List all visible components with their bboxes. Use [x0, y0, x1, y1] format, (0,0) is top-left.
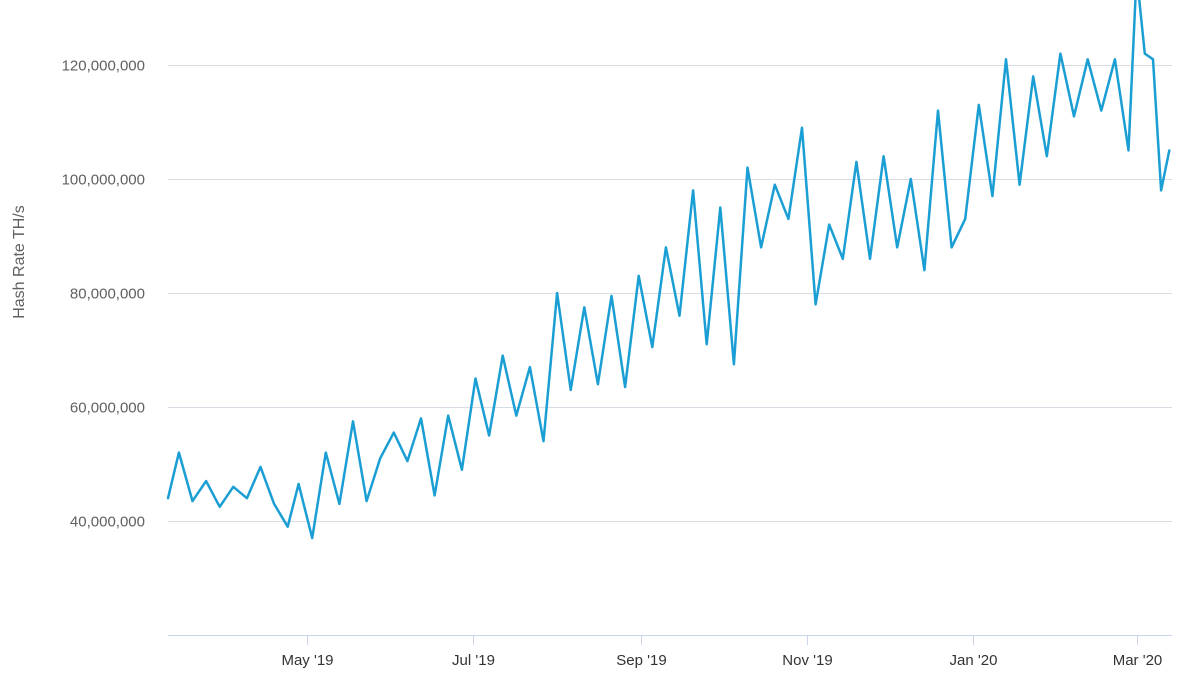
series: [166, 0, 1171, 540]
x-tick-label: Sep '19: [616, 652, 666, 669]
x-tick-label: Mar '20: [1113, 652, 1163, 669]
x-tick-label: Jan '20: [950, 652, 998, 669]
y-tick-label: 80,000,000: [70, 286, 145, 303]
y-tick-label: 40,000,000: [70, 514, 145, 531]
y-tick-label: 60,000,000: [70, 400, 145, 417]
axes: 40,000,000 60,000,000 80,000,000 100,000,00…: [62, 58, 1172, 669]
x-tick-label: May '19: [281, 652, 333, 669]
hash-rate-series-line: [166, 0, 1171, 540]
y-axis-label: Hash Rate TH/s: [11, 205, 28, 319]
x-tick-label: Nov '19: [782, 652, 832, 669]
y-tick-label: 100,000,000: [62, 172, 145, 189]
gridlines: [168, 65, 1172, 522]
y-tick-label: 120,000,000: [62, 58, 145, 75]
x-tick-label: Jul '19: [452, 652, 495, 669]
